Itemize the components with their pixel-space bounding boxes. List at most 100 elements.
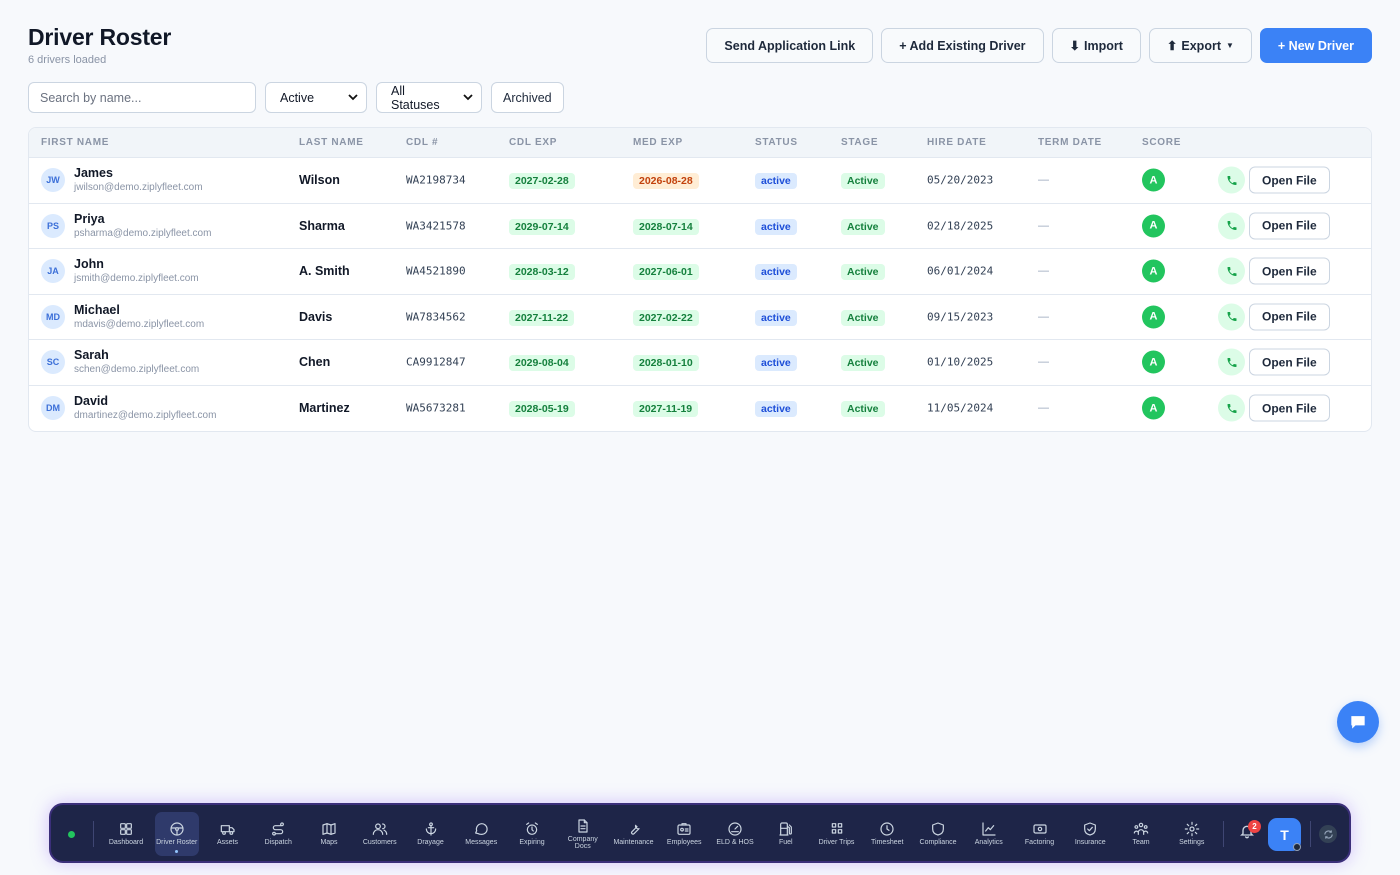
col-status[interactable]: STATUS [755, 137, 798, 148]
new-driver-button[interactable]: + New Driver [1259, 28, 1372, 63]
dock-item-fuel[interactable]: Fuel [764, 812, 808, 856]
send-application-link-button[interactable]: Send Application Link [706, 28, 874, 63]
dock-item-team[interactable]: Team [1119, 812, 1163, 856]
open-file-button[interactable]: Open File [1249, 303, 1330, 331]
dock-item-assets[interactable]: Assets [206, 812, 250, 856]
dock-item-company-docs[interactable]: Company Docs [561, 812, 605, 856]
driver-name-cell: Sarah schen@demo.ziplyfleet.com [74, 348, 199, 376]
hire-date: 09/15/2023 [927, 310, 994, 324]
first-name[interactable]: John [74, 257, 104, 272]
dock-item-factoring[interactable]: Factoring [1018, 812, 1062, 856]
page-title: Driver Roster [28, 24, 172, 50]
import-button[interactable]: ⬇ Import [1051, 28, 1141, 63]
score-badge: A [1142, 350, 1165, 374]
dock-item-label: Assets [216, 839, 238, 847]
phone-call-button[interactable] [1218, 212, 1245, 240]
dock-item-eld-hos[interactable]: ELD & HOS [713, 812, 757, 856]
dock-item-insurance[interactable]: Insurance [1068, 812, 1112, 856]
export-button[interactable]: ⬆ Export ▼ [1148, 28, 1252, 63]
dock-item-dispatch[interactable]: Dispatch [256, 812, 300, 856]
phone-call-button[interactable] [1218, 166, 1245, 194]
col-score[interactable]: SCORE [1142, 137, 1182, 148]
dock-item-label: Driver Trips [818, 839, 855, 847]
phone-call-button[interactable] [1218, 348, 1245, 376]
cdl-exp-badge: 2029-08-04 [509, 355, 575, 372]
add-existing-driver-button[interactable]: + Add Existing Driver [881, 28, 1044, 63]
dock-item-dashboard[interactable]: Dashboard [104, 812, 148, 856]
first-name[interactable]: Sarah [74, 348, 109, 363]
open-file-button[interactable]: Open File [1249, 212, 1330, 240]
table-row[interactable]: SC Sarah schen@demo.ziplyfleet.com Chen … [29, 340, 1371, 386]
table-row[interactable]: PS Priya psharma@demo.ziplyfleet.com Sha… [29, 204, 1371, 249]
col-med-exp[interactable]: MED EXP [633, 137, 683, 148]
dock-item-customers[interactable]: Customers [358, 812, 402, 856]
driver-avatar: SC [41, 350, 65, 375]
dock-item-compliance[interactable]: Compliance [916, 812, 960, 856]
active-filter-select[interactable]: Active [265, 82, 367, 113]
driver-email: mdavis@demo.ziplyfleet.com [74, 318, 205, 330]
first-name[interactable]: James [74, 166, 113, 181]
clock-icon [880, 822, 894, 836]
status-badge: active [755, 173, 797, 190]
term-date: — [1038, 310, 1049, 323]
first-name[interactable]: David [74, 394, 109, 409]
driver-avatar: MD [41, 304, 65, 329]
col-hire-date[interactable]: HIRE DATE [927, 137, 987, 148]
col-stage[interactable]: STAGE [841, 137, 879, 148]
dock-item-maintenance[interactable]: Maintenance [612, 812, 656, 856]
table-header: FIRST NAME LAST NAME CDL # CDL EXP MED E… [29, 128, 1371, 158]
open-file-button[interactable]: Open File [1249, 394, 1330, 422]
dock-item-analytics[interactable]: Analytics [967, 812, 1011, 856]
status-filter-value: All Statuses [391, 83, 440, 112]
col-last-name[interactable]: LAST NAME [299, 137, 364, 148]
dock-item-label: Insurance [1074, 839, 1106, 847]
shield-icon [932, 822, 944, 836]
col-cdl-exp[interactable]: CDL EXP [509, 137, 558, 148]
status-filter-select[interactable]: All Statuses [376, 82, 482, 113]
dock-item-label: Factoring [1024, 839, 1055, 847]
dock-item-settings[interactable]: Settings [1170, 812, 1214, 856]
stage-badge: Active [841, 355, 885, 372]
dock-divider [1310, 821, 1311, 847]
cdl-number: CA9912847 [406, 355, 466, 369]
search-input[interactable] [28, 82, 256, 113]
dock-item-drayage[interactable]: Drayage [409, 812, 453, 856]
dock-item-timesheet[interactable]: Timesheet [865, 812, 909, 856]
dock-item-label: Messages [465, 839, 498, 847]
archived-toggle-button[interactable]: Archived [491, 82, 564, 113]
table-row[interactable]: MD Michael mdavis@demo.ziplyfleet.com Da… [29, 295, 1371, 340]
term-date: — [1038, 265, 1049, 278]
phone-call-button[interactable] [1218, 394, 1245, 422]
table-row[interactable]: JA John jsmith@demo.ziplyfleet.com A. Sm… [29, 249, 1371, 295]
refresh-icon[interactable] [1319, 825, 1337, 843]
gauge-icon [728, 822, 742, 836]
dock-item-maps[interactable]: Maps [307, 812, 351, 856]
driver-avatar: JA [41, 259, 65, 284]
dock-divider [1223, 821, 1224, 847]
message-icon [475, 823, 488, 836]
dock-item-driver-roster[interactable]: Driver Roster [154, 812, 199, 856]
table-body: JW James jwilson@demo.ziplyfleet.com Wil… [29, 158, 1371, 431]
chat-button[interactable] [1337, 701, 1379, 743]
table-row[interactable]: JW James jwilson@demo.ziplyfleet.com Wil… [29, 158, 1371, 204]
open-file-button[interactable]: Open File [1249, 348, 1330, 376]
last-name: Wilson [299, 173, 340, 188]
phone-call-button[interactable] [1218, 257, 1245, 285]
first-name[interactable]: Priya [74, 211, 105, 226]
hire-date: 02/18/2025 [927, 219, 994, 233]
open-file-button[interactable]: Open File [1249, 257, 1330, 285]
col-term-date[interactable]: TERM DATE [1038, 137, 1102, 148]
open-file-button[interactable]: Open File [1249, 166, 1330, 194]
dock-item-driver-trips[interactable]: Driver Trips [815, 812, 859, 856]
phone-call-button[interactable] [1218, 303, 1245, 331]
first-name[interactable]: Michael [74, 302, 120, 317]
table-row[interactable]: DM David dmartinez@demo.ziplyfleet.com M… [29, 386, 1371, 432]
col-cdl-number[interactable]: CDL # [406, 137, 439, 148]
dock-item-expiring[interactable]: Expiring [510, 812, 554, 856]
col-first-name[interactable]: FIRST NAME [41, 137, 110, 148]
driver-email: jwilson@demo.ziplyfleet.com [74, 182, 203, 194]
hire-date: 06/01/2024 [927, 264, 994, 278]
dock-item-employees[interactable]: Employees [662, 812, 706, 856]
page-header: Driver Roster 6 drivers loaded [28, 24, 171, 66]
dock-item-messages[interactable]: Messages [459, 812, 503, 856]
